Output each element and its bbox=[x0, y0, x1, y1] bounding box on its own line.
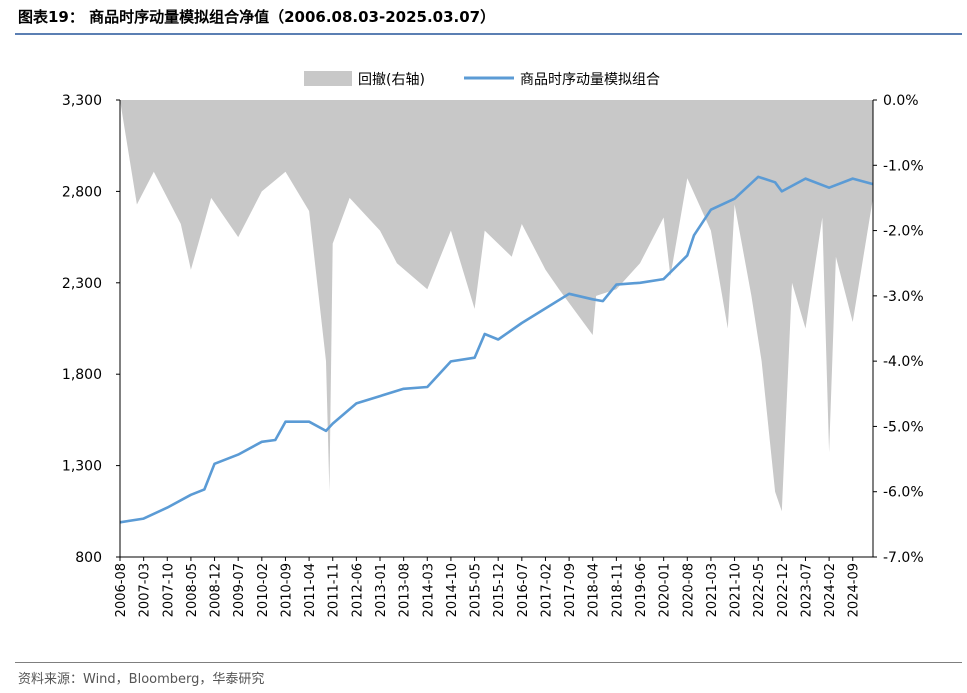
x-tick-label: 2024-02 bbox=[823, 563, 838, 617]
x-tick-label: 2012-06 bbox=[350, 563, 365, 617]
x-tick-label: 2019-06 bbox=[634, 563, 649, 617]
nav-line bbox=[119, 175, 874, 524]
right-tick-label: -3.0% bbox=[883, 289, 924, 305]
x-tick-label: 2013-08 bbox=[398, 563, 413, 617]
x-tick-label: 2024-09 bbox=[847, 563, 862, 617]
legend-swatch-drawdown bbox=[304, 71, 352, 86]
x-tick-label: 2020-01 bbox=[658, 563, 673, 617]
left-tick-label: 3,300 bbox=[62, 93, 102, 109]
tick-label-layer: 3,300 2,800 2,300 1,800 1,300 800 0.0% -1.0% -2.… bbox=[62, 93, 924, 617]
bottom-rule bbox=[15, 662, 962, 663]
x-tick-label: 2013-01 bbox=[374, 563, 389, 617]
x-tick-label: 2018-11 bbox=[610, 563, 625, 617]
x-tick-label: 2006-08 bbox=[114, 563, 129, 617]
left-tick-label: 1,300 bbox=[62, 459, 102, 475]
x-tick-label: 2020-08 bbox=[681, 563, 696, 617]
right-tick-label: 0.0% bbox=[883, 93, 919, 109]
legend-label-drawdown: 回撤(右轴) bbox=[358, 72, 425, 88]
x-tick-label: 2017-02 bbox=[539, 563, 554, 617]
x-tick-label: 2014-10 bbox=[445, 563, 460, 617]
right-tick-label: -6.0% bbox=[883, 485, 924, 501]
right-tick-label: -5.0% bbox=[883, 419, 924, 435]
right-tick-label: -2.0% bbox=[883, 224, 924, 240]
left-tick-label: 800 bbox=[75, 550, 102, 566]
left-tick-label: 1,800 bbox=[62, 367, 102, 383]
chart-title: 图表19： 商品时序动量模拟组合净值（2006.08.03-2025.03.07… bbox=[18, 8, 496, 26]
x-tick-label: 2022-12 bbox=[776, 563, 791, 617]
drawdown-area-layer bbox=[120, 100, 873, 512]
x-tick-label: 2010-02 bbox=[256, 563, 271, 617]
legend: 回撤(右轴) 商品时序动量模拟组合 bbox=[304, 71, 660, 88]
nav-line-layer bbox=[119, 175, 874, 524]
drawdown-area bbox=[120, 100, 873, 512]
x-tick-label: 2007-03 bbox=[138, 563, 153, 617]
x-tick-label: 2011-04 bbox=[303, 563, 318, 617]
x-tick-label: 2017-09 bbox=[563, 563, 578, 617]
x-tick-label: 2015-12 bbox=[492, 563, 507, 617]
right-tick-label: -1.0% bbox=[883, 158, 924, 174]
source-note: 资料来源：Wind，Bloomberg，华泰研究 bbox=[18, 672, 265, 687]
right-tick-label: -4.0% bbox=[883, 354, 924, 370]
top-rule bbox=[15, 33, 962, 35]
x-tick-label: 2023-07 bbox=[799, 563, 814, 617]
x-tick-label: 2009-07 bbox=[232, 563, 247, 617]
x-tick-label: 2021-10 bbox=[729, 563, 744, 617]
x-tick-label: 2021-03 bbox=[705, 563, 720, 617]
right-tick-label: -7.0% bbox=[883, 550, 924, 566]
x-tick-label: 2018-04 bbox=[587, 563, 602, 617]
x-tick-label: 2016-07 bbox=[516, 563, 531, 617]
x-tick-label: 2011-11 bbox=[327, 563, 342, 617]
x-tick-label: 2008-05 bbox=[185, 563, 200, 617]
x-tick-label: 2022-05 bbox=[752, 563, 767, 617]
x-tick-label: 2008-12 bbox=[209, 563, 224, 617]
x-tick-label: 2007-10 bbox=[161, 563, 176, 617]
x-tick-label: 2014-03 bbox=[421, 563, 436, 617]
legend-label-nav: 商品时序动量模拟组合 bbox=[520, 72, 660, 88]
x-tick-label: 2010-09 bbox=[279, 563, 294, 617]
x-tick-label: 2015-05 bbox=[469, 563, 484, 617]
chart: 3,300 2,800 2,300 1,800 1,300 800 0.0% -1.0% -2.… bbox=[62, 71, 924, 617]
left-tick-label: 2,800 bbox=[62, 184, 102, 200]
axes-layer bbox=[119, 100, 874, 558]
left-tick-label: 2,300 bbox=[62, 276, 102, 292]
